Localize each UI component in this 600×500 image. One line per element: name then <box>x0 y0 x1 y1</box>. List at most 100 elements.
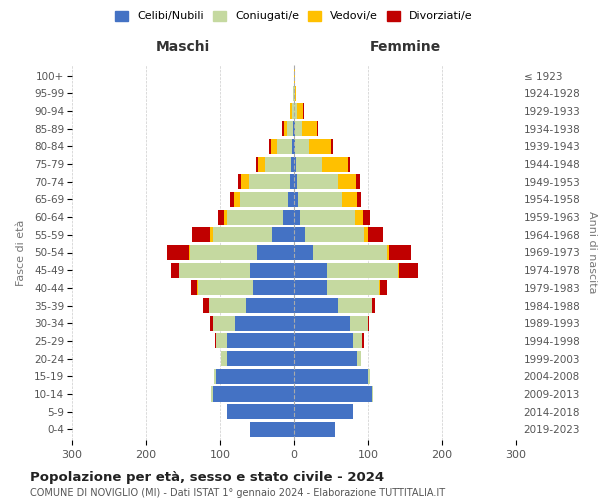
Bar <box>269 139 271 154</box>
Bar <box>298 192 342 207</box>
Bar <box>292 104 294 118</box>
Bar <box>294 104 297 118</box>
Bar <box>294 174 297 190</box>
Bar <box>309 139 331 154</box>
Bar <box>265 156 291 172</box>
Bar <box>338 298 372 313</box>
Bar <box>357 351 361 366</box>
Bar <box>221 351 227 366</box>
Bar <box>230 192 234 207</box>
Text: COMUNE DI NOVIGLIO (MI) - Dati ISTAT 1° gennaio 2024 - Elaborazione TUTTITALIA.I: COMUNE DI NOVIGLIO (MI) - Dati ISTAT 1° … <box>30 488 445 498</box>
Bar <box>257 245 294 260</box>
Bar <box>246 298 294 313</box>
Bar <box>272 228 294 242</box>
Bar <box>372 386 373 402</box>
Bar <box>294 404 353 419</box>
Bar <box>303 104 304 118</box>
Bar <box>364 228 368 242</box>
Bar <box>167 245 189 260</box>
Text: Femmine: Femmine <box>370 40 440 54</box>
Bar <box>250 262 294 278</box>
Bar <box>271 139 277 154</box>
Bar <box>355 210 363 224</box>
Bar <box>293 86 294 101</box>
Bar <box>294 334 353 348</box>
Bar <box>295 139 309 154</box>
Bar <box>253 280 294 295</box>
Bar <box>197 280 198 295</box>
Bar <box>348 156 350 172</box>
Bar <box>216 369 294 384</box>
Bar <box>372 298 376 313</box>
Bar <box>256 156 258 172</box>
Bar <box>258 156 265 172</box>
Bar <box>296 156 322 172</box>
Bar <box>190 245 257 260</box>
Bar <box>294 386 372 402</box>
Bar <box>215 334 216 348</box>
Bar <box>250 422 294 437</box>
Bar <box>287 121 293 136</box>
Bar <box>294 298 338 313</box>
Bar <box>294 316 349 331</box>
Text: Popolazione per età, sesso e stato civile - 2024: Popolazione per età, sesso e stato civil… <box>30 471 384 484</box>
Bar <box>295 86 296 101</box>
Bar <box>302 121 317 136</box>
Bar <box>294 422 335 437</box>
Bar <box>294 245 313 260</box>
Bar <box>398 262 399 278</box>
Bar <box>191 280 197 295</box>
Bar <box>353 334 362 348</box>
Bar <box>294 192 298 207</box>
Bar <box>214 369 216 384</box>
Bar <box>349 316 368 331</box>
Bar <box>235 316 294 331</box>
Bar <box>212 228 272 242</box>
Legend: Celibi/Nubili, Coniugati/e, Vedovi/e, Divorziati/e: Celibi/Nubili, Coniugati/e, Vedovi/e, Di… <box>115 10 473 22</box>
Bar <box>297 174 338 190</box>
Bar <box>368 369 370 384</box>
Bar <box>313 245 386 260</box>
Bar <box>211 228 212 242</box>
Bar <box>224 210 227 224</box>
Bar <box>293 121 294 136</box>
Bar <box>212 386 294 402</box>
Bar <box>291 156 294 172</box>
Text: Maschi: Maschi <box>156 40 210 54</box>
Y-axis label: Anni di nascita: Anni di nascita <box>587 211 597 294</box>
Bar <box>294 210 300 224</box>
Bar <box>249 174 290 190</box>
Bar <box>389 245 411 260</box>
Bar <box>328 262 398 278</box>
Bar <box>192 228 211 242</box>
Bar <box>288 192 294 207</box>
Bar <box>294 369 368 384</box>
Bar <box>331 139 333 154</box>
Bar <box>317 121 319 136</box>
Bar <box>211 316 212 331</box>
Bar <box>241 174 249 190</box>
Bar <box>295 121 302 136</box>
Bar <box>357 192 361 207</box>
Y-axis label: Fasce di età: Fasce di età <box>16 220 26 286</box>
Bar <box>368 228 383 242</box>
Bar <box>294 228 305 242</box>
Bar <box>227 334 294 348</box>
Bar <box>189 245 190 260</box>
Bar <box>305 228 364 242</box>
Bar <box>218 210 224 224</box>
Bar <box>211 386 212 402</box>
Bar <box>290 174 294 190</box>
Bar <box>294 139 295 154</box>
Bar <box>297 104 303 118</box>
Bar <box>363 210 370 224</box>
Bar <box>277 139 292 154</box>
Bar <box>203 298 209 313</box>
Bar <box>282 121 284 136</box>
Bar <box>294 351 357 366</box>
Bar <box>294 280 328 295</box>
Bar <box>227 210 283 224</box>
Bar <box>284 121 287 136</box>
Bar <box>290 104 292 118</box>
Bar <box>216 334 227 348</box>
